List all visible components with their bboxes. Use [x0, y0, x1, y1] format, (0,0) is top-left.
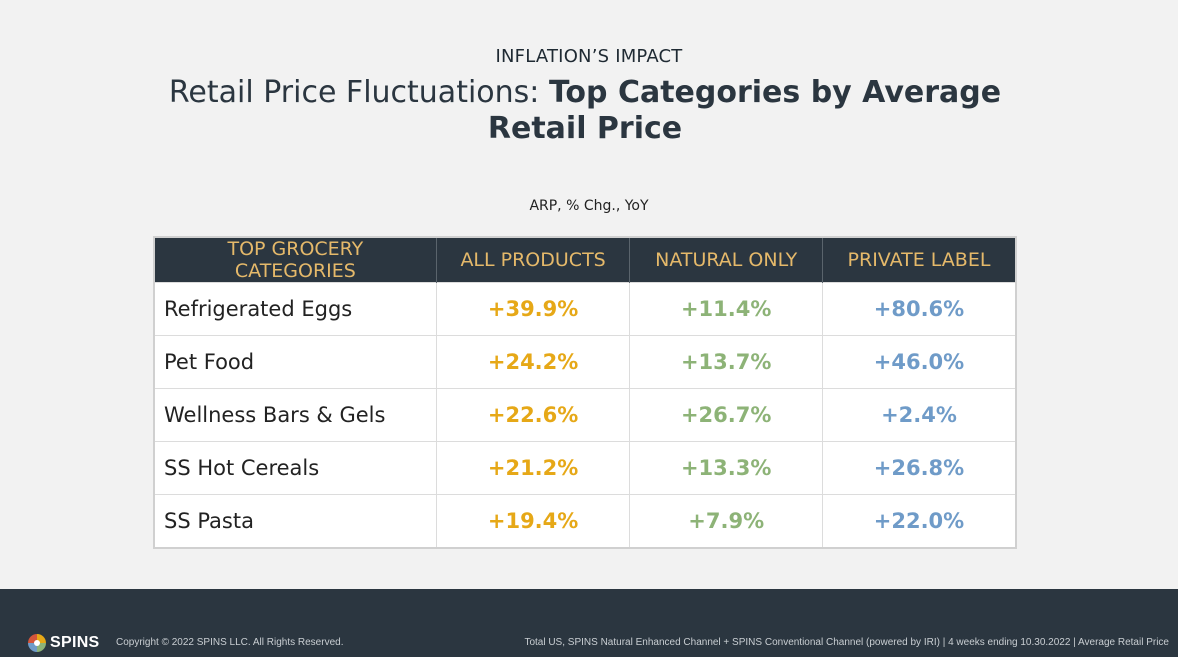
- table-subtitle: ARP, % Chg., YoY: [529, 198, 649, 214]
- table-row: Pet Food +24.2% +13.7% +46.0%: [154, 335, 1016, 389]
- private-label-value: +80.6%: [821, 282, 1016, 336]
- category-cell: Wellness Bars & Gels: [154, 388, 437, 442]
- natural-only-value: +26.7%: [629, 388, 823, 442]
- page-title: Retail Price Fluctuations: Top Categorie…: [160, 75, 1010, 147]
- natural-only-value: +7.9%: [629, 494, 823, 548]
- table-row: SS Hot Cereals +21.2% +13.3% +26.8%: [154, 441, 1016, 495]
- all-products-value: +19.4%: [435, 494, 630, 548]
- all-products-value: +24.2%: [435, 335, 630, 389]
- private-label-value: +22.0%: [821, 494, 1016, 548]
- category-cell: Refrigerated Eggs: [154, 282, 437, 336]
- column-header-private-label: PRIVATE LABEL: [821, 237, 1016, 283]
- table-header-row: TOP GROCERY CATEGORIES ALL PRODUCTS NATU…: [154, 237, 1016, 283]
- column-header-natural-only: NATURAL ONLY: [629, 237, 823, 283]
- table-row: Wellness Bars & Gels +22.6% +26.7% +2.4%: [154, 388, 1016, 442]
- eyebrow-label: INFLATION’S IMPACT: [495, 46, 683, 67]
- footer-bar: SPINS Copyright © 2022 SPINS LLC. All Ri…: [0, 589, 1178, 657]
- source-note: Total US, SPINS Natural Enhanced Channel…: [524, 637, 1169, 648]
- category-cell: SS Hot Cereals: [154, 441, 437, 495]
- natural-only-value: +11.4%: [629, 282, 823, 336]
- table-row: Refrigerated Eggs +39.9% +11.4% +80.6%: [154, 282, 1016, 336]
- natural-only-value: +13.3%: [629, 441, 823, 495]
- all-products-value: +21.2%: [435, 441, 630, 495]
- title-bold: Top Categories by Average Retail Price: [487, 75, 1002, 146]
- category-cell: SS Pasta: [154, 494, 437, 548]
- table-row: SS Pasta +19.4% +7.9% +22.0%: [154, 494, 1016, 548]
- all-products-value: +39.9%: [435, 282, 630, 336]
- column-header-category: TOP GROCERY CATEGORIES: [154, 237, 437, 283]
- column-header-all-products: ALL PRODUCTS: [435, 237, 630, 283]
- title-regular: Retail Price Fluctuations:: [168, 75, 549, 110]
- logo-text: SPINS: [50, 634, 100, 651]
- spins-logo: SPINS: [27, 633, 100, 653]
- all-products-value: +22.6%: [435, 388, 630, 442]
- category-cell: Pet Food: [154, 335, 437, 389]
- price-change-table: TOP GROCERY CATEGORIES ALL PRODUCTS NATU…: [153, 236, 1017, 549]
- private-label-value: +2.4%: [821, 388, 1016, 442]
- copyright-text: Copyright © 2022 SPINS LLC. All Rights R…: [116, 637, 344, 648]
- private-label-value: +26.8%: [821, 441, 1016, 495]
- natural-only-value: +13.7%: [629, 335, 823, 389]
- spins-logo-icon: [28, 634, 46, 652]
- private-label-value: +46.0%: [821, 335, 1016, 389]
